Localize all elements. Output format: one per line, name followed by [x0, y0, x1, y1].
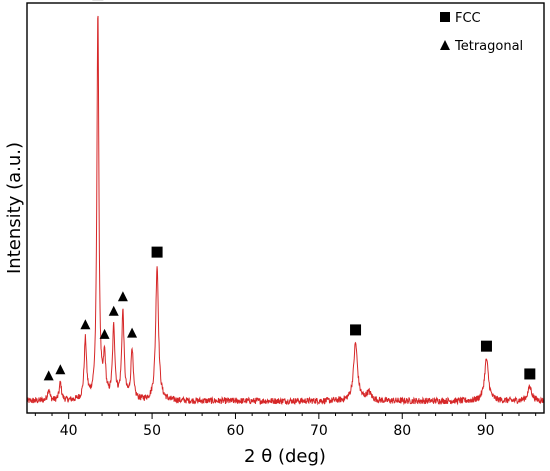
x-tick-label: 50 [143, 423, 161, 439]
fcc-marker [151, 246, 163, 258]
tetragonal-marker [43, 370, 54, 381]
x-tick-label: 60 [227, 423, 245, 439]
legend-fcc-label: FCC [455, 11, 481, 26]
x-axis-ticks: 40 50 60 70 80 90 [34, 413, 537, 439]
legend-tetragonal-marker [440, 40, 450, 50]
fcc-marker [480, 340, 492, 352]
tetragonal-marker [99, 328, 110, 339]
tetragonal-marker [80, 319, 91, 330]
xrd-pattern-line [26, 15, 545, 406]
legend-fcc-marker [440, 12, 450, 22]
fcc-marker [350, 324, 362, 336]
x-tick-label: 70 [310, 423, 328, 439]
phase-markers [43, 0, 536, 381]
fcc-marker [524, 368, 536, 380]
tetragonal-marker [55, 364, 66, 375]
tetragonal-marker [108, 305, 119, 316]
tetragonal-marker [117, 291, 128, 302]
tetragonal-marker [127, 327, 138, 338]
x-tick-label: 90 [477, 423, 495, 439]
legend-tetragonal-label: Tetragonal [454, 39, 523, 54]
plot-area [26, 15, 545, 406]
x-tick-label: 40 [60, 423, 78, 439]
x-axis-title: 2 θ (deg) [244, 446, 326, 467]
x-tick-label: 80 [393, 423, 411, 439]
legend: FCC Tetragonal [440, 11, 523, 54]
y-axis-title: Intensity (a.u.) [4, 142, 25, 274]
